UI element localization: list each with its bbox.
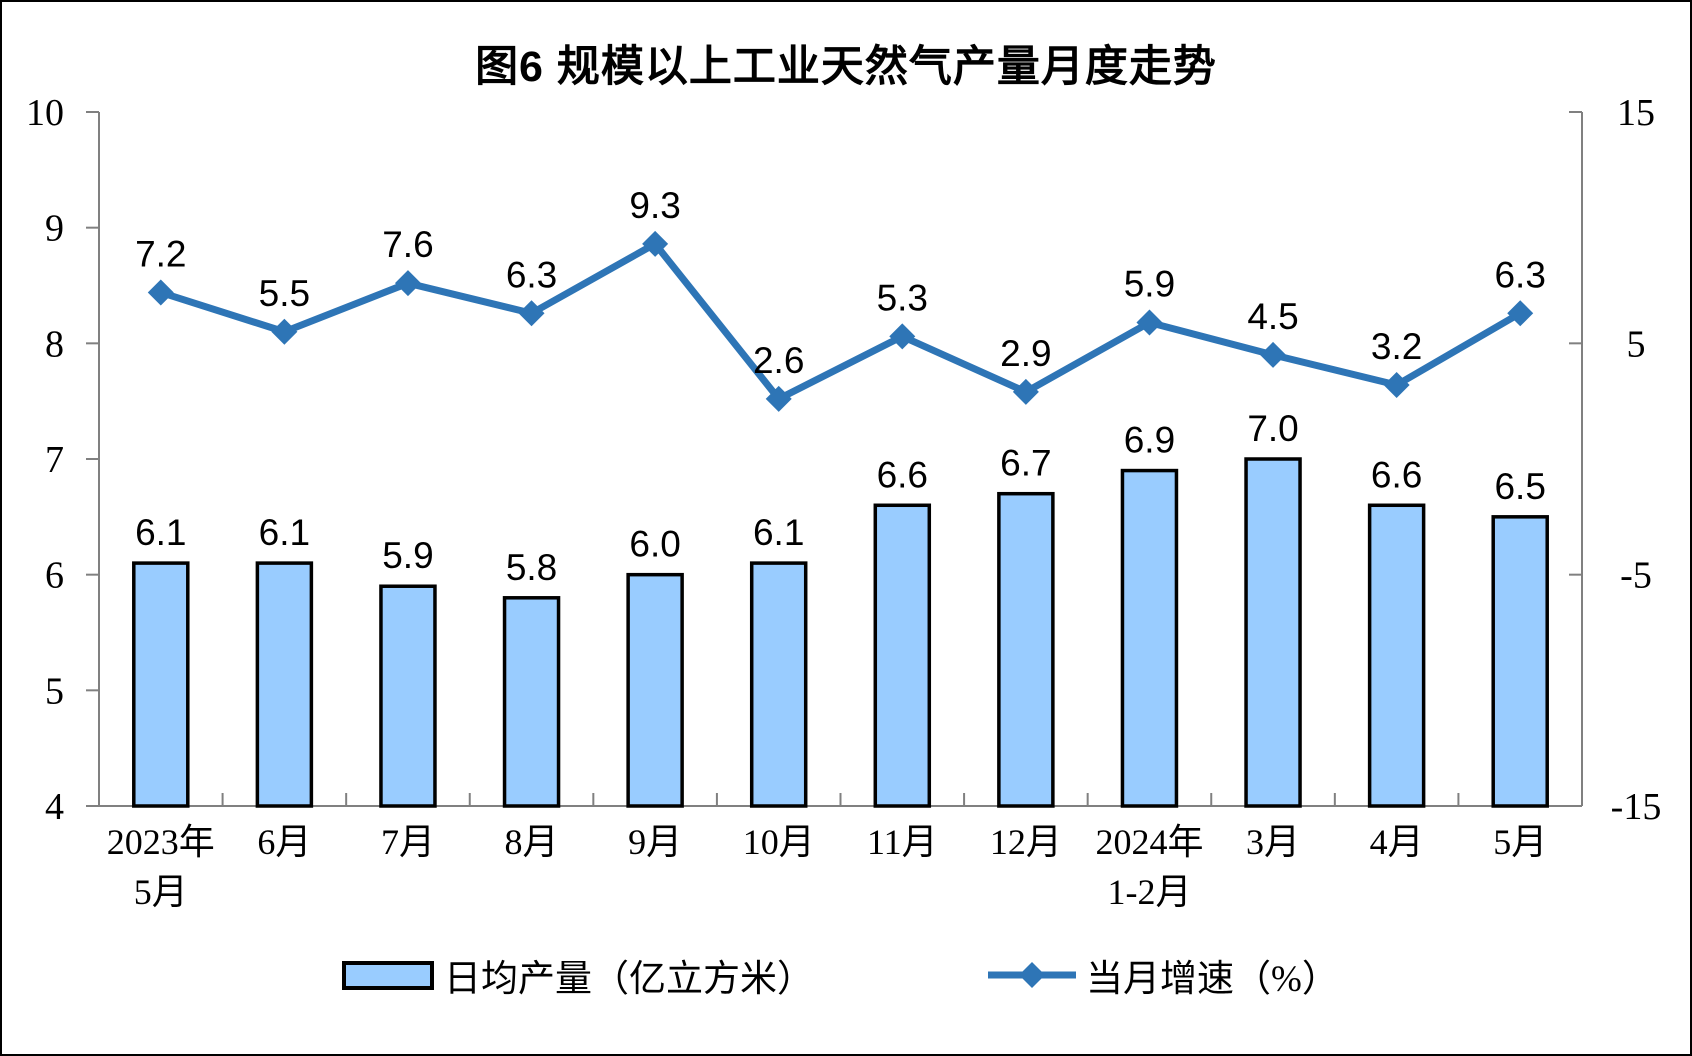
legend-item-bars: 日均产量（亿立方米） [342,948,814,1002]
left-axis-tick-label: 6 [45,555,64,597]
chart-title: 图6 规模以上工业天然气产量月度走势 [475,43,1217,91]
production-bar-label: 6.5 [1494,466,1545,507]
x-axis-category-label: 7月 [381,822,435,862]
left-axis-tick-label: 7 [45,439,64,481]
growth-point-label: 9.3 [629,185,680,226]
growth-marker [642,230,669,257]
x-axis-category-label: 5月 [1493,822,1547,862]
growth-marker [889,323,916,350]
production-bar [1244,457,1302,808]
production-bar-label: 6.1 [135,512,186,553]
production-bar [1120,468,1179,808]
production-bar [255,561,314,808]
left-axis-tick-label: 5 [45,670,64,712]
growth-marker [1383,371,1410,398]
production-bar-label: 7.0 [1247,408,1298,449]
growth-point-label: 4.5 [1247,296,1298,337]
production-bar-label: 6.1 [259,512,310,553]
production-bar-label: 6.7 [1000,443,1051,484]
x-axis-category-label: 3月 [1246,822,1300,862]
production-bar-label: 6.1 [753,512,804,553]
production-bar [1367,503,1426,808]
x-axis-category-label: 2023年 5月 [107,822,215,912]
growth-point-label: 3.2 [1371,326,1422,367]
left-axis-tick-label: 10 [26,92,64,134]
right-axis-tick-label: -5 [1620,555,1652,597]
left-axis-tick-label: 9 [45,208,64,250]
growth-marker [765,385,792,412]
production-bar-label: 6.9 [1124,420,1175,461]
line-series-marker-icon [988,962,1076,988]
growth-marker [1507,300,1534,327]
growth-marker [394,270,421,297]
growth-point-label: 5.9 [1124,264,1175,305]
production-bar [626,572,684,808]
right-axis-tick-label: 5 [1627,323,1646,365]
legend-bar-label: 日均产量（亿立方米） [444,959,814,1000]
growth-marker [1012,378,1039,405]
x-axis-category-label: 11月 [867,822,938,862]
production-bar [997,491,1055,808]
left-axis-tick-label: 4 [45,786,64,828]
growth-point-label: 6.3 [506,254,557,295]
production-bar-label: 6.6 [877,454,928,495]
growth-marker [271,318,298,345]
production-bar-label: 5.9 [382,535,433,576]
production-bar [132,561,190,808]
production-bar [873,503,932,808]
growth-marker [1260,341,1287,368]
production-bar [749,561,808,808]
production-bar-label: 6.0 [629,524,680,565]
left-axis-tick-label: 8 [45,323,64,365]
production-bar-label: 6.6 [1371,454,1422,495]
right-axis-tick-label: -15 [1611,786,1662,828]
growth-marker [1136,309,1163,336]
bar-series-swatch-icon [342,960,434,990]
growth-point-label: 2.9 [1000,333,1051,374]
production-bar-label: 5.8 [506,547,557,588]
x-axis-category-label: 9月 [628,822,682,862]
x-axis-category-label: 8月 [505,822,559,862]
growth-marker [518,300,545,327]
production-bar [502,596,561,808]
x-axis-category-label: 12月 [990,822,1062,862]
growth-point-label: 5.5 [259,273,310,314]
production-bar [379,584,437,808]
growth-marker [147,279,174,306]
right-axis-tick-label: 15 [1617,92,1655,134]
production-bar [1491,515,1549,808]
legend-line-label: 当月增速（%） [1086,959,1339,1000]
x-axis-category-label: 4月 [1370,822,1424,862]
growth-point-label: 7.6 [382,224,433,265]
growth-point-label: 6.3 [1494,254,1545,295]
growth-point-label: 7.2 [135,233,186,274]
x-axis-category-label: 2024年 1-2月 [1095,822,1203,912]
growth-point-label: 5.3 [877,277,928,318]
x-axis-category-label: 10月 [743,822,815,862]
x-axis-category-label: 6月 [257,822,311,862]
growth-point-label: 2.6 [753,340,804,381]
growth-line [159,240,1522,403]
legend-item-line: 当月增速（%） [986,948,1339,1002]
